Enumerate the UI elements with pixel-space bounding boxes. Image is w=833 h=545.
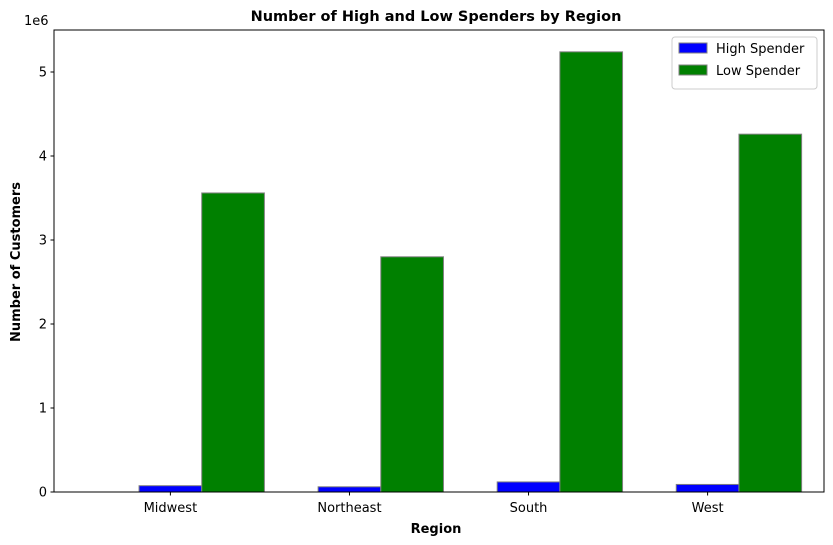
- bar-low-spender-northeast: [380, 256, 444, 493]
- bar-low-spender-midwest: [201, 192, 265, 493]
- legend-swatch-high-spender: [678, 42, 708, 54]
- x-tick-label-midwest: Midwest: [144, 501, 198, 516]
- x-tick-label-west: West: [692, 501, 724, 516]
- x-axis-label: Region: [411, 522, 462, 537]
- y-tick-label: 0: [39, 486, 47, 501]
- legend-label-low-spender: Low Spender: [716, 64, 801, 79]
- y-axis-offset-label: 1e6: [24, 14, 49, 29]
- legend: High Spender Low Spender: [671, 36, 818, 90]
- y-axis-ticks: 0 1 2 3 4 5: [39, 66, 54, 501]
- x-axis-ticks: Midwest Northeast South West: [144, 492, 724, 516]
- y-axis-label: Number of Customers: [9, 182, 24, 342]
- bars-group: [138, 51, 803, 493]
- y-tick-label: 3: [39, 234, 47, 249]
- plot-area-frame: [53, 29, 825, 493]
- y-tick-label: 2: [39, 318, 47, 333]
- x-tick-label-northeast: Northeast: [317, 501, 381, 516]
- bar-high-spender-south: [496, 481, 561, 493]
- y-tick-label: 5: [39, 66, 47, 81]
- bar-low-spender-west: [738, 133, 803, 493]
- y-tick-label: 1: [39, 402, 47, 417]
- bar-high-spender-west: [675, 483, 740, 493]
- bar-low-spender-south: [559, 51, 624, 493]
- chart-title: Number of High and Low Spenders by Regio…: [251, 9, 622, 25]
- legend-frame: [671, 36, 818, 90]
- legend-swatch-low-spender: [678, 64, 708, 76]
- x-tick-label-south: South: [510, 501, 548, 516]
- bar-high-spender-northeast: [317, 486, 382, 493]
- y-tick-label: 4: [39, 150, 47, 165]
- legend-label-high-spender: High Spender: [716, 42, 805, 57]
- bar-high-spender-midwest: [138, 485, 203, 493]
